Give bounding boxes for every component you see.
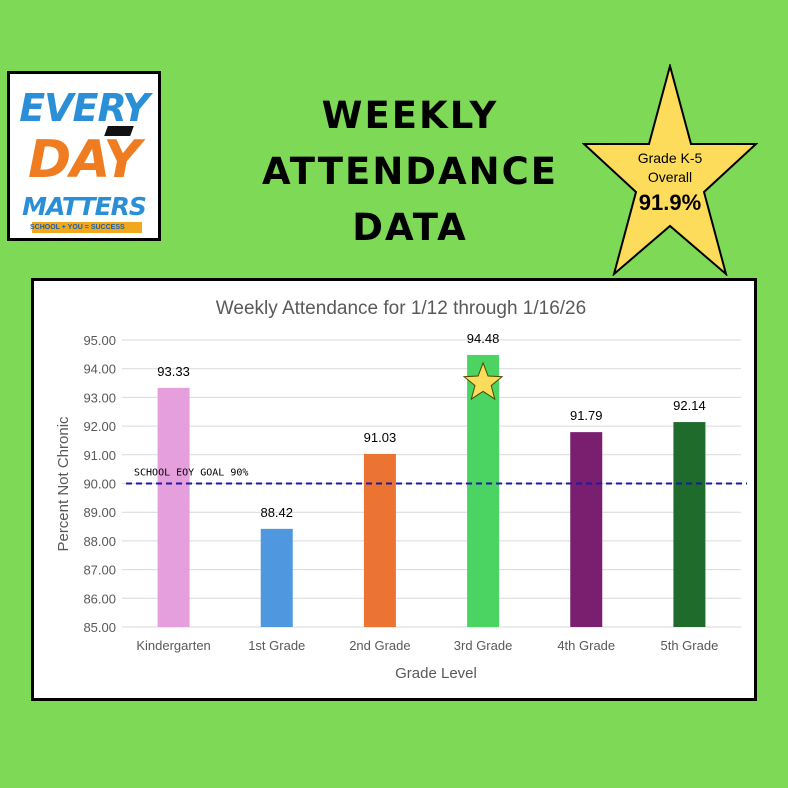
y-tick-label: 87.00 [83, 563, 116, 578]
logo-word-matters: MATTERS [10, 192, 158, 221]
x-tick-label: 3rd Grade [454, 638, 513, 653]
attendance-chart: Weekly Attendance for 1/12 through 1/16/… [31, 278, 757, 701]
x-tick-label: 4th Grade [557, 638, 615, 653]
star-label-overall: Overall [582, 169, 758, 185]
bar-4th-grade [570, 432, 602, 627]
y-tick-label: 86.00 [83, 591, 116, 606]
star-label-grades: Grade K-5 [582, 150, 758, 166]
every-day-matters-logo: EVERY DAY MATTERS SCHOOL + YOU = SUCCESS [7, 71, 161, 241]
y-axis-label: Percent Not Chronic [55, 416, 72, 552]
y-tick-label: 85.00 [83, 620, 116, 635]
bar-kindergarten [158, 388, 190, 627]
chart-title: Weekly Attendance for 1/12 through 1/16/… [216, 298, 586, 319]
data-label: 88.42 [260, 505, 293, 520]
logo-word-every: EVERY [10, 86, 158, 130]
page-headline: WEEKLY ATTENDANCE DATA [170, 88, 650, 256]
logo-word-day: DAY [10, 130, 158, 190]
y-tick-label: 92.00 [83, 419, 116, 434]
y-tick-label: 95.00 [83, 333, 116, 348]
headline-line-1: WEEKLY ATTENDANCE [170, 88, 650, 200]
x-tick-label: 1st Grade [248, 638, 305, 653]
overall-star-badge: Grade K-5 Overall 91.9% [582, 64, 758, 276]
y-tick-label: 90.00 [83, 477, 116, 492]
star-overall-value: 91.9% [582, 190, 758, 216]
y-tick-label: 94.00 [83, 362, 116, 377]
attendance-bar-chart: Weekly Attendance for 1/12 through 1/16/… [34, 281, 754, 698]
data-label: 93.33 [157, 364, 190, 379]
y-tick-label: 88.00 [83, 534, 116, 549]
x-tick-label: Kindergarten [136, 638, 210, 653]
goal-line-label: SCHOOL EOY GOAL 90% [134, 468, 248, 479]
bar-1st-grade [261, 529, 293, 627]
data-label: 91.79 [570, 408, 603, 423]
data-label: 94.48 [467, 331, 500, 346]
x-tick-label: 5th Grade [661, 638, 719, 653]
y-tick-label: 89.00 [83, 505, 116, 520]
logo-tagline: SCHOOL + YOU = SUCCESS [30, 224, 125, 231]
x-tick-label: 2nd Grade [349, 638, 410, 653]
bar-2nd-grade [364, 454, 396, 627]
x-axis-label: Grade Level [395, 665, 477, 682]
data-label: 92.14 [673, 398, 706, 413]
headline-line-2: DATA [170, 200, 650, 256]
data-label: 91.03 [364, 430, 397, 445]
y-tick-label: 91.00 [83, 448, 116, 463]
bar-5th-grade [673, 422, 705, 627]
y-tick-label: 93.00 [83, 390, 116, 405]
